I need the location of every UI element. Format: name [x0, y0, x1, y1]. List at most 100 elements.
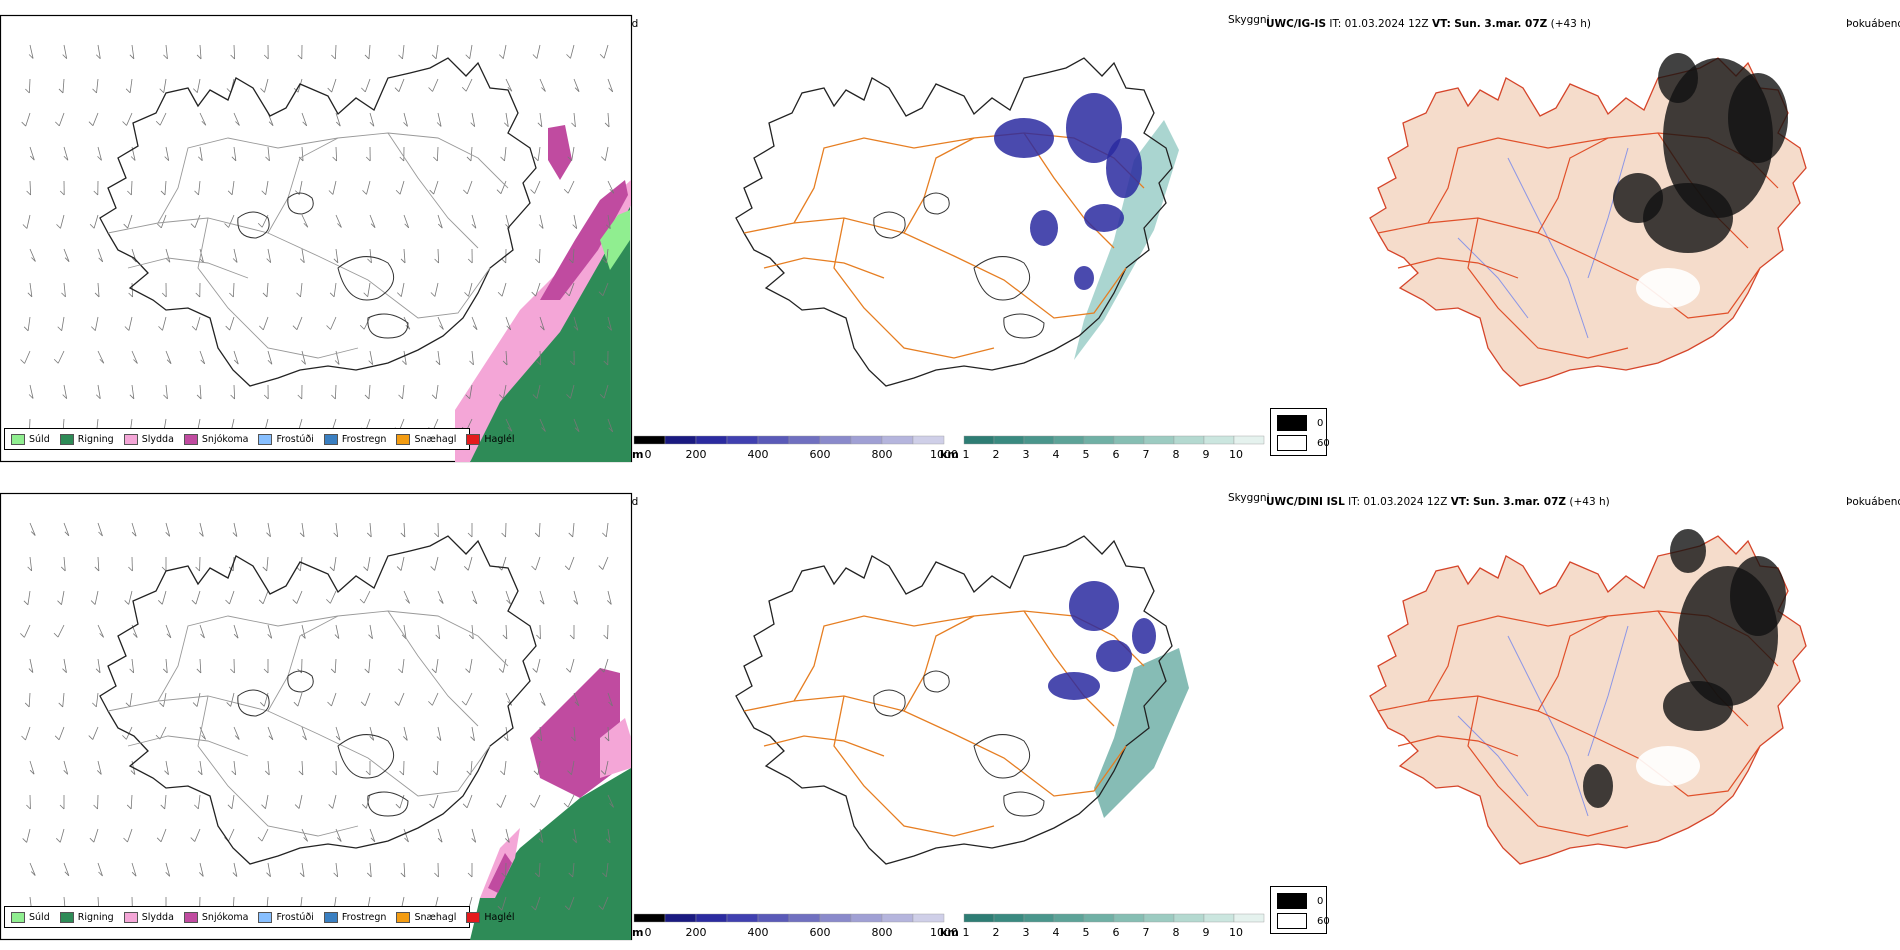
legend-item: Haglél — [466, 433, 515, 445]
fog-legend-swatch — [1277, 913, 1307, 929]
visibility-panel: Skyggni m 0 200 400 600 800 1000 km 1 2 3 4 5 6 7 8 9 10 — [632, 0, 1274, 470]
legend-item: Súld — [11, 433, 50, 445]
fog-map[interactable] — [1266, 478, 1886, 928]
legend-item: Súld — [11, 911, 50, 923]
scale-tick: 8 — [1172, 448, 1180, 461]
legend-swatch — [396, 911, 411, 923]
legend-label: Snæhagl — [414, 433, 457, 445]
legend-swatch — [258, 433, 273, 445]
legend-swatch — [11, 911, 25, 923]
scale-tick: 800 — [871, 448, 893, 461]
legend-swatch — [183, 433, 198, 445]
model-name: UWC/IG-IS — [1266, 18, 1327, 30]
lead-time: (+43 h) — [1569, 496, 1610, 508]
precip-legend: Súld Rigning Slydda Snjókoma Frostúði Frostre… — [4, 428, 515, 450]
init-time: 01.03.2024 12Z — [1344, 18, 1429, 30]
fog-legend-label: 60 — [1317, 915, 1330, 927]
fog-legend-label: 0 — [1317, 895, 1324, 907]
scale-tick: 1000 — [930, 926, 958, 939]
legend-label: Rigning — [77, 433, 114, 445]
fog-legend-label: 0 — [1317, 417, 1324, 429]
scale-tick: 10 — [1229, 926, 1243, 939]
scale-tick: 9 — [1202, 926, 1210, 939]
scale-tick: 200 — [685, 448, 707, 461]
scale-tick: 1 — [962, 926, 970, 939]
legend-swatch — [323, 911, 338, 923]
legend-label: Frostregn — [341, 911, 387, 923]
legend-label: Súld — [29, 433, 50, 445]
legend-swatch — [11, 433, 25, 445]
legend-swatch — [123, 911, 138, 923]
scale-tick: 200 — [685, 926, 707, 939]
panel-title: Skyggni — [1228, 492, 1270, 504]
fog-legend: 0 60 — [1270, 886, 1330, 934]
scale-tick: 800 — [871, 926, 893, 939]
scale-tick: 7 — [1142, 448, 1150, 461]
legend-item: Frostregn — [323, 433, 387, 445]
fog-index-panel: UWC/DINI ISL IT: 01.03.2024 12Z VT: Sun.… — [1266, 478, 1900, 948]
visibility-km-scale: km 1 2 3 4 5 6 7 8 9 10 — [940, 435, 1265, 466]
fog-legend-row: 0 — [1277, 893, 1323, 909]
init-time: 01.03.2024 12Z — [1363, 496, 1448, 508]
precip-type-panel: UWC/DINI ISL IT: 01.03.2024 12Z VT: Sun.… — [0, 478, 638, 941]
legend-item: Haglél — [466, 911, 515, 923]
fog-legend: 0 60 — [1270, 408, 1330, 456]
legend-label: Rigning — [77, 911, 114, 923]
visibility-map[interactable] — [634, 0, 1274, 450]
scale-unit: km — [940, 448, 959, 461]
panel-title: Þokuábendi — [1846, 18, 1900, 30]
valid-time: Sun. 3.mar. 07Z — [1473, 496, 1567, 508]
precip-map[interactable] — [0, 0, 633, 463]
precip-type-panel: UWC/IG-IS IT: 01.03.2024 12Z VT: Sun. 3.… — [0, 0, 638, 463]
scale-tick: 8 — [1172, 926, 1180, 939]
panel-title: Þokuábendi — [1846, 496, 1900, 508]
legend-label: Frostúði — [276, 433, 314, 445]
fog-legend-row: 60 — [1277, 435, 1330, 451]
fog-legend-label: 60 — [1317, 437, 1330, 449]
legend-label: Frostregn — [341, 433, 387, 445]
legend-swatch — [123, 433, 138, 445]
scale-tick: 3 — [1022, 926, 1030, 939]
panel-header: UWC/IG-IS IT: 01.03.2024 12Z VT: Sun. 3.… — [1266, 18, 1591, 30]
model-name: UWC/DINI ISL — [1266, 496, 1345, 508]
legend-item: Frostúði — [258, 911, 314, 923]
panel-header: UWC/DINI ISL IT: 01.03.2024 12Z VT: Sun.… — [1266, 496, 1610, 508]
scale-tick: 3 — [1022, 448, 1030, 461]
legend-item: Snjókoma — [183, 433, 248, 445]
lead-time: (+43 h) — [1550, 18, 1591, 30]
fog-legend-swatch — [1277, 893, 1307, 909]
scale-tick: 2 — [992, 448, 1000, 461]
visibility-map[interactable] — [634, 478, 1274, 928]
fog-map[interactable] — [1266, 0, 1886, 450]
scale-tick: 4 — [1052, 448, 1060, 461]
scale-tick: 9 — [1202, 448, 1210, 461]
legend-swatch — [59, 433, 74, 445]
precip-legend: Súld Rigning Slydda Snjókoma Frostúði Frostre… — [4, 906, 515, 928]
legend-label: Súld — [29, 911, 50, 923]
legend-item: Snjókoma — [183, 911, 249, 923]
legend-label: Snjókoma — [201, 911, 249, 923]
legend-swatch — [59, 911, 74, 923]
legend-item: Slydda — [123, 911, 174, 923]
legend-label: Slydda — [141, 433, 174, 445]
panel-title: Skyggni — [1228, 14, 1270, 26]
legend-swatch — [466, 911, 481, 923]
fog-index-panel: UWC/IG-IS IT: 01.03.2024 12Z VT: Sun. 3.… — [1266, 0, 1900, 470]
scale-unit: m — [632, 926, 644, 939]
scale-tick: 7 — [1142, 926, 1150, 939]
legend-swatch — [323, 433, 338, 445]
fog-legend-row: 60 — [1277, 913, 1330, 929]
valid-time: Sun. 3.mar. 07Z — [1454, 18, 1548, 30]
legend-item: Rigning — [59, 911, 114, 923]
legend-item: Snæhagl — [396, 911, 456, 923]
cloud-base-scale: m 0 200 400 600 800 1000 — [632, 913, 958, 944]
fog-legend-swatch — [1277, 415, 1307, 431]
scale-tick: 6 — [1112, 448, 1120, 461]
cloud-base-scale: m 0 200 400 600 800 1000 — [632, 435, 958, 466]
scale-unit: km — [940, 926, 959, 939]
scale-tick: 600 — [809, 448, 831, 461]
legend-item: Frostúði — [258, 433, 314, 445]
visibility-panel: Skyggni m 0 200 400 600 800 1000 km 1 2 3 4 5 6 7 8 9 10 — [632, 478, 1274, 948]
visibility-km-scale: km 1 2 3 4 5 6 7 8 9 10 — [940, 913, 1265, 944]
precip-map[interactable] — [0, 478, 633, 941]
